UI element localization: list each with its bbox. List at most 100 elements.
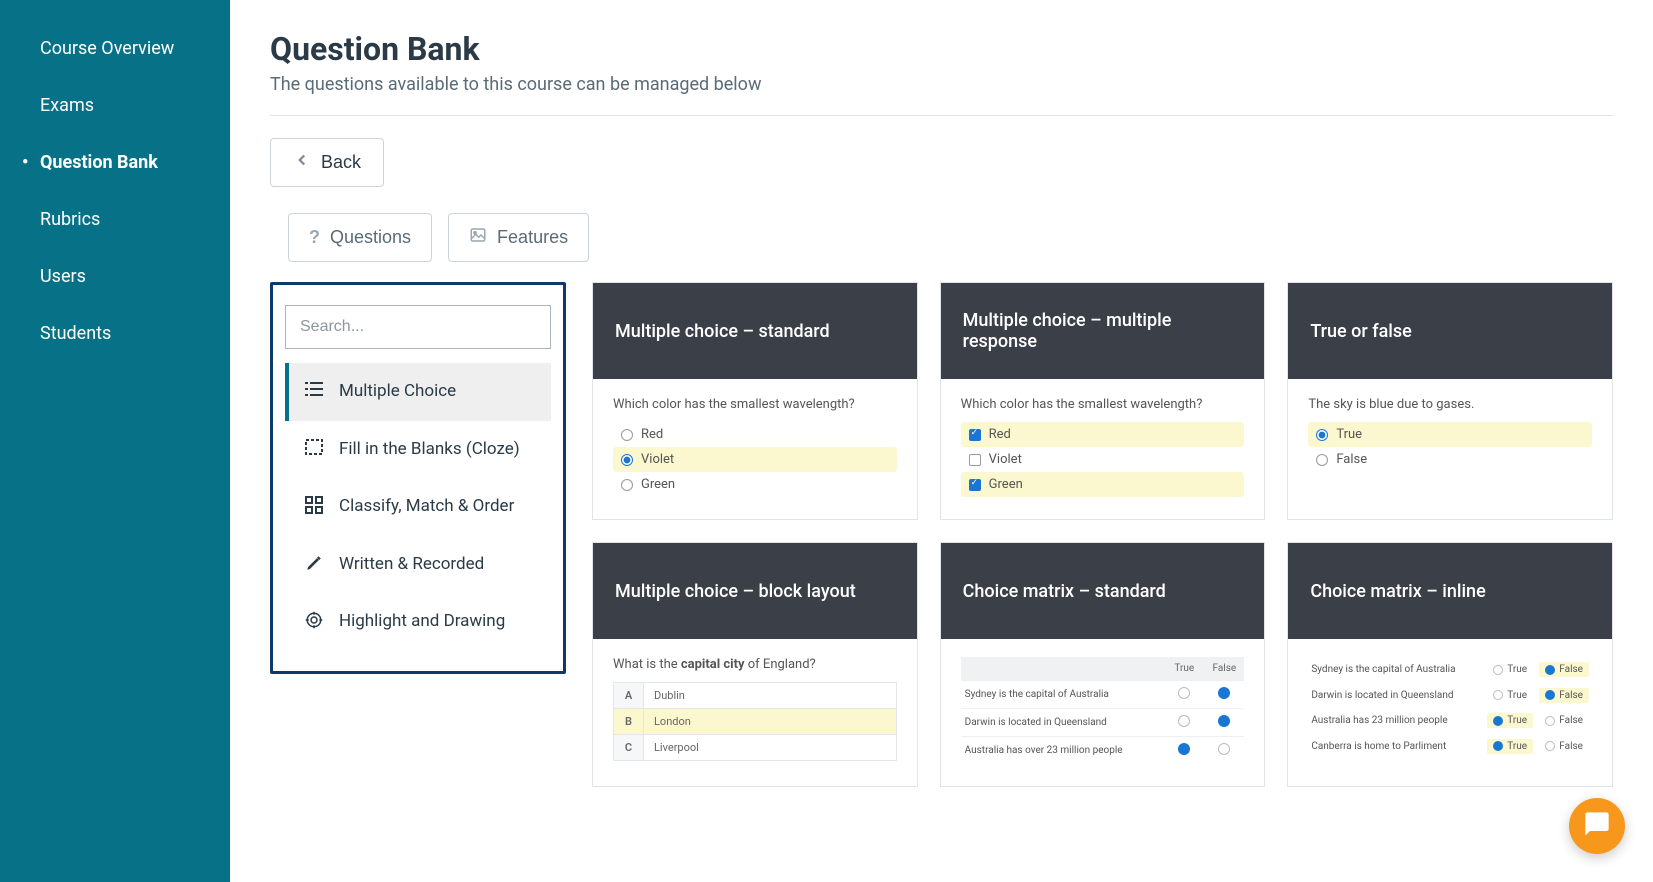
card-title: Multiple choice – multiple response [941, 283, 1265, 379]
card-mc-block[interactable]: Multiple choice – block layout What is t… [592, 542, 918, 787]
table-row: CLiverpool [614, 735, 897, 761]
option-label: Violet [641, 452, 674, 467]
checkbox-icon [969, 429, 981, 441]
card-body: The sky is blue due to gases. True False [1288, 379, 1612, 494]
category-panel: Multiple Choice Fill in the Blanks (Cloz… [270, 282, 566, 674]
sidebar-item-label: Rubrics [40, 209, 100, 230]
back-button-label: Back [321, 152, 361, 173]
card-body: Sydney is the capital of Australia True … [1288, 639, 1612, 781]
sidebar: Course Overview Exams Question Bank Rubr… [0, 0, 230, 882]
category-label: Fill in the Blanks (Cloze) [339, 437, 520, 463]
card-body: What is the capital city of England? ADu… [593, 639, 917, 783]
radio-icon [621, 479, 633, 491]
option-label: False [1336, 452, 1367, 467]
radio-icon [1178, 715, 1190, 727]
option-row: Violet [613, 447, 897, 472]
option-row: Green [961, 472, 1245, 497]
image-icon [469, 226, 487, 249]
radio-icon [1316, 429, 1328, 441]
checkbox-icon [969, 479, 981, 491]
radio-icon [621, 429, 633, 441]
sidebar-item-label: Question Bank [40, 152, 158, 173]
checkbox-icon [969, 454, 981, 466]
radio-icon [1545, 665, 1555, 675]
category-multiple-choice[interactable]: Multiple Choice [285, 363, 551, 421]
option-label: True [1336, 427, 1362, 442]
main-content: Question Bank The questions available to… [230, 0, 1653, 882]
radio-icon [1493, 741, 1503, 751]
sidebar-item-question-bank[interactable]: Question Bank [0, 134, 230, 191]
category-written-recorded[interactable]: Written & Recorded [285, 536, 551, 594]
sidebar-item-users[interactable]: Users [0, 248, 230, 305]
radio-icon [621, 454, 633, 466]
sidebar-item-students[interactable]: Students [0, 305, 230, 362]
radio-icon [1178, 687, 1190, 699]
card-title: True or false [1288, 283, 1612, 379]
option-row: Violet [961, 447, 1245, 472]
radio-icon [1493, 665, 1503, 675]
page-subtitle: The questions available to this course c… [270, 74, 1613, 95]
option-row: False [1308, 447, 1592, 472]
card-choice-matrix-standard[interactable]: Choice matrix – standard TrueFalse Sydne… [940, 542, 1266, 787]
card-title: Choice matrix – standard [941, 543, 1265, 639]
card-mc-standard[interactable]: Multiple choice – standard Which color h… [592, 282, 918, 520]
cards-grid: Multiple choice – standard Which color h… [592, 282, 1613, 787]
option-label: Violet [989, 452, 1022, 467]
radio-icon [1545, 741, 1555, 751]
tab-features[interactable]: Features [448, 213, 589, 262]
page-title: Question Bank [270, 30, 1613, 68]
sidebar-item-rubrics[interactable]: Rubrics [0, 191, 230, 248]
radio-icon [1493, 690, 1503, 700]
radio-icon [1218, 687, 1230, 699]
question-prompt: The sky is blue due to gases. [1308, 397, 1592, 412]
card-title: Multiple choice – block layout [593, 543, 917, 639]
table-row: BLondon [614, 709, 897, 735]
option-label: Red [989, 427, 1011, 442]
sidebar-item-label: Course Overview [40, 38, 174, 59]
tab-label: Questions [330, 227, 411, 248]
target-icon [303, 611, 325, 634]
option-row: Green [613, 472, 897, 497]
radio-icon [1493, 716, 1503, 726]
sidebar-item-label: Students [40, 323, 111, 344]
category-label: Written & Recorded [339, 552, 484, 578]
category-label: Classify, Match & Order [339, 494, 514, 520]
option-label: Green [641, 477, 675, 492]
table-row: Sydney is the capital of Australia True … [1308, 657, 1592, 683]
table-row: Sydney is the capital of Australia [961, 681, 1245, 709]
category-highlight-drawing[interactable]: Highlight and Drawing [285, 593, 551, 651]
table-row: Australia has 23 million people True Fal… [1308, 708, 1592, 734]
card-mc-multiple[interactable]: Multiple choice – multiple response Whic… [940, 282, 1266, 520]
category-fill-blanks[interactable]: Fill in the Blanks (Cloze) [285, 421, 551, 479]
matrix-table: TrueFalse Sydney is the capital of Austr… [961, 657, 1245, 764]
grid-icon [303, 496, 325, 519]
card-body: TrueFalse Sydney is the capital of Austr… [941, 639, 1265, 786]
sidebar-item-course-overview[interactable]: Course Overview [0, 20, 230, 77]
table-row: Darwin is located in Queensland [961, 709, 1245, 737]
tab-questions[interactable]: ? Questions [288, 213, 432, 262]
radio-icon [1218, 715, 1230, 727]
card-choice-matrix-inline[interactable]: Choice matrix – inline Sydney is the cap… [1287, 542, 1613, 787]
table-row: Darwin is located in Queensland True Fal… [1308, 683, 1592, 709]
divider [270, 115, 1613, 116]
question-prompt: Which color has the smallest wavelength? [961, 397, 1245, 412]
table-row: Australia has over 23 million people [961, 737, 1245, 765]
radio-icon [1178, 743, 1190, 755]
sidebar-item-exams[interactable]: Exams [0, 77, 230, 134]
card-true-false[interactable]: True or false The sky is blue due to gas… [1287, 282, 1613, 520]
question-icon: ? [309, 227, 320, 248]
radio-icon [1545, 716, 1555, 726]
tabs: ? Questions Features [288, 213, 1613, 262]
category-label: Highlight and Drawing [339, 609, 505, 635]
search-input[interactable] [285, 305, 551, 349]
option-row: True [1308, 422, 1592, 447]
chat-button[interactable] [1569, 798, 1625, 854]
radio-icon [1545, 690, 1555, 700]
card-body: Which color has the smallest wavelength?… [593, 379, 917, 519]
table-row: ADublin [614, 683, 897, 709]
back-button[interactable]: Back [270, 138, 384, 187]
block-options-table: ADublin BLondon CLiverpool [613, 682, 897, 761]
card-body: Which color has the smallest wavelength?… [941, 379, 1265, 519]
option-row: Red [961, 422, 1245, 447]
category-classify-match[interactable]: Classify, Match & Order [285, 478, 551, 536]
